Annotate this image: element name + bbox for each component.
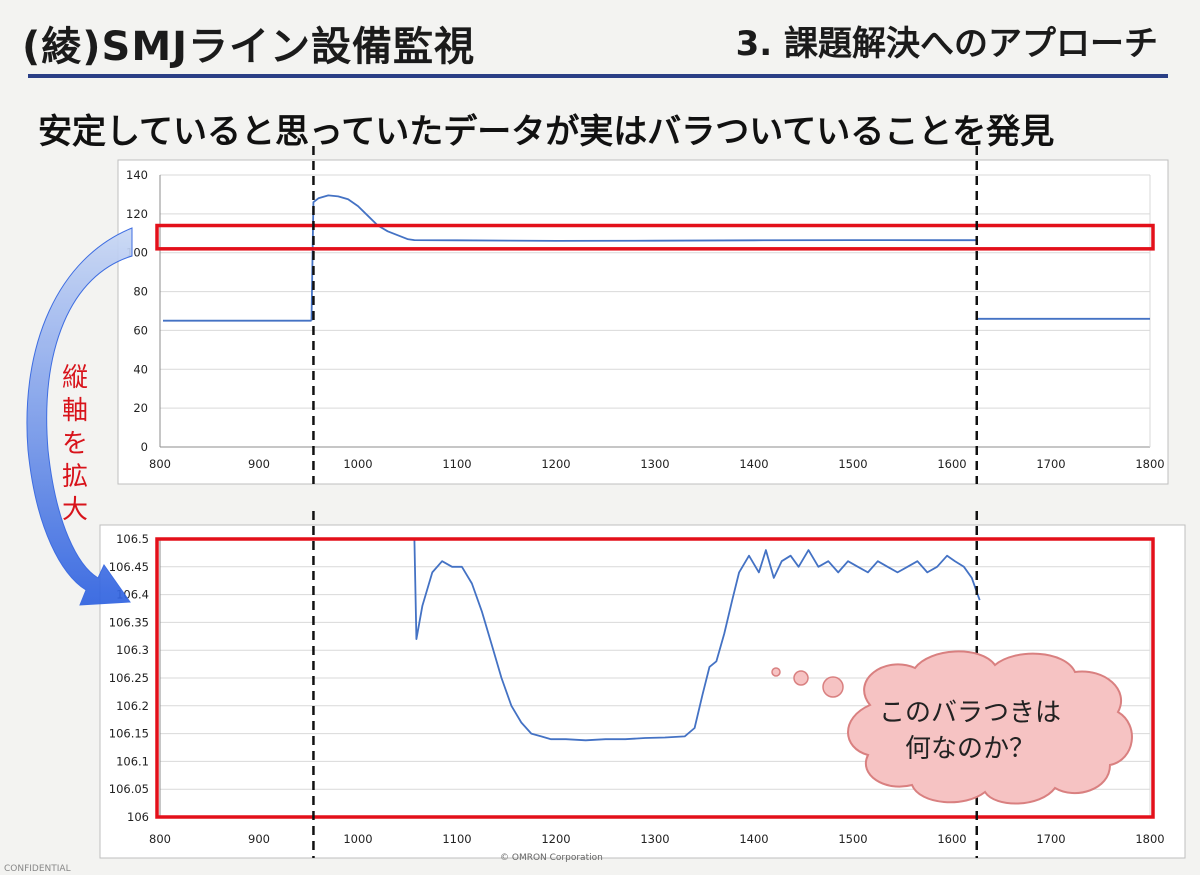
overview-xtick-label: 900 bbox=[248, 457, 270, 471]
zoom-arrow bbox=[26, 227, 133, 606]
headline: 安定していると思っていたデータが実はバラついていることを発見 bbox=[38, 112, 1055, 152]
thought-bubble-small bbox=[771, 667, 781, 677]
overview-ytick-label: 40 bbox=[133, 362, 148, 376]
zoomed-highlight-band bbox=[155, 537, 1155, 819]
callout-line-2: 何なのか？ bbox=[904, 734, 1035, 764]
confidential-mark: CONFIDENTIAL bbox=[4, 864, 71, 874]
overview-xtick-label: 1500 bbox=[838, 457, 867, 471]
overview-xtick-label: 1800 bbox=[1135, 457, 1164, 471]
overview-xtick-label: 800 bbox=[149, 457, 171, 471]
section-title: 3. 課題解決へのアプローチ bbox=[735, 24, 1158, 64]
zoomed-xtick-label: 1800 bbox=[1135, 832, 1164, 846]
title-divider bbox=[28, 74, 1168, 78]
overview-xtick-label: 1400 bbox=[739, 457, 768, 471]
zoomed-xtick-label: 1000 bbox=[343, 832, 372, 846]
thought-bubble-large bbox=[822, 676, 844, 698]
overview-ytick-label: 60 bbox=[133, 323, 148, 337]
thought-cloud bbox=[847, 650, 1133, 805]
zoomed-xtick-label: 1200 bbox=[541, 832, 570, 846]
zoomed-ytick-label: 106.35 bbox=[109, 615, 149, 629]
overview-highlight-band bbox=[155, 223, 1155, 251]
overview-xtick-label: 1000 bbox=[343, 457, 372, 471]
zoomed-xtick-label: 1500 bbox=[838, 832, 867, 846]
overview-xtick-label: 1700 bbox=[1036, 457, 1065, 471]
overview-ytick-label: 80 bbox=[133, 285, 148, 299]
zoomed-ytick-label: 106.05 bbox=[109, 782, 149, 796]
zoomed-xtick-label: 1300 bbox=[640, 832, 669, 846]
overview-xtick-label: 1300 bbox=[640, 457, 669, 471]
copyright: © OMRON Corporation bbox=[500, 853, 603, 863]
callout-text: このバラつきは 何なのか？ bbox=[870, 695, 1070, 767]
overview-ytick-label: 120 bbox=[126, 207, 148, 221]
overview-ytick-label: 20 bbox=[133, 401, 148, 415]
zoomed-ytick-label: 106.5 bbox=[116, 532, 149, 546]
zoomed-ytick-label: 106.2 bbox=[116, 699, 149, 713]
zoomed-ytick-label: 106.1 bbox=[116, 754, 149, 768]
zoom-note: 縦軸を拡大 bbox=[61, 363, 88, 525]
zoomed-ytick-label: 106.25 bbox=[109, 671, 149, 685]
zoomed-ytick-label: 106 bbox=[127, 810, 149, 824]
zoomed-ytick-label: 106.3 bbox=[116, 643, 149, 657]
overview-ytick-label: 0 bbox=[141, 440, 148, 454]
overview-chart-frame bbox=[117, 159, 1169, 485]
zoomed-xtick-label: 1400 bbox=[739, 832, 768, 846]
overview-xtick-label: 1200 bbox=[541, 457, 570, 471]
zoomed-xtick-label: 1700 bbox=[1036, 832, 1065, 846]
zoomed-xtick-label: 800 bbox=[149, 832, 171, 846]
thought-bubble-medium bbox=[793, 670, 809, 686]
overview-xtick-label: 1100 bbox=[442, 457, 471, 471]
overview-series-line bbox=[310, 194, 976, 321]
zoomed-series-line bbox=[413, 538, 981, 742]
overview-xtick-label: 1600 bbox=[937, 457, 966, 471]
zoomed-ytick-label: 106.15 bbox=[109, 727, 149, 741]
overview-ytick-label: 140 bbox=[126, 168, 148, 182]
callout-line-1: このバラつきは bbox=[878, 698, 1061, 728]
thought-callout bbox=[771, 650, 1133, 805]
slide-title: (綾)SMJライン設備監視 bbox=[22, 24, 476, 70]
zoomed-xtick-label: 1600 bbox=[937, 832, 966, 846]
zoomed-xtick-label: 1100 bbox=[442, 832, 471, 846]
zoomed-xtick-label: 900 bbox=[248, 832, 270, 846]
zoom-arrow-body bbox=[26, 227, 133, 606]
zoomed-ytick-label: 106.45 bbox=[109, 560, 149, 574]
